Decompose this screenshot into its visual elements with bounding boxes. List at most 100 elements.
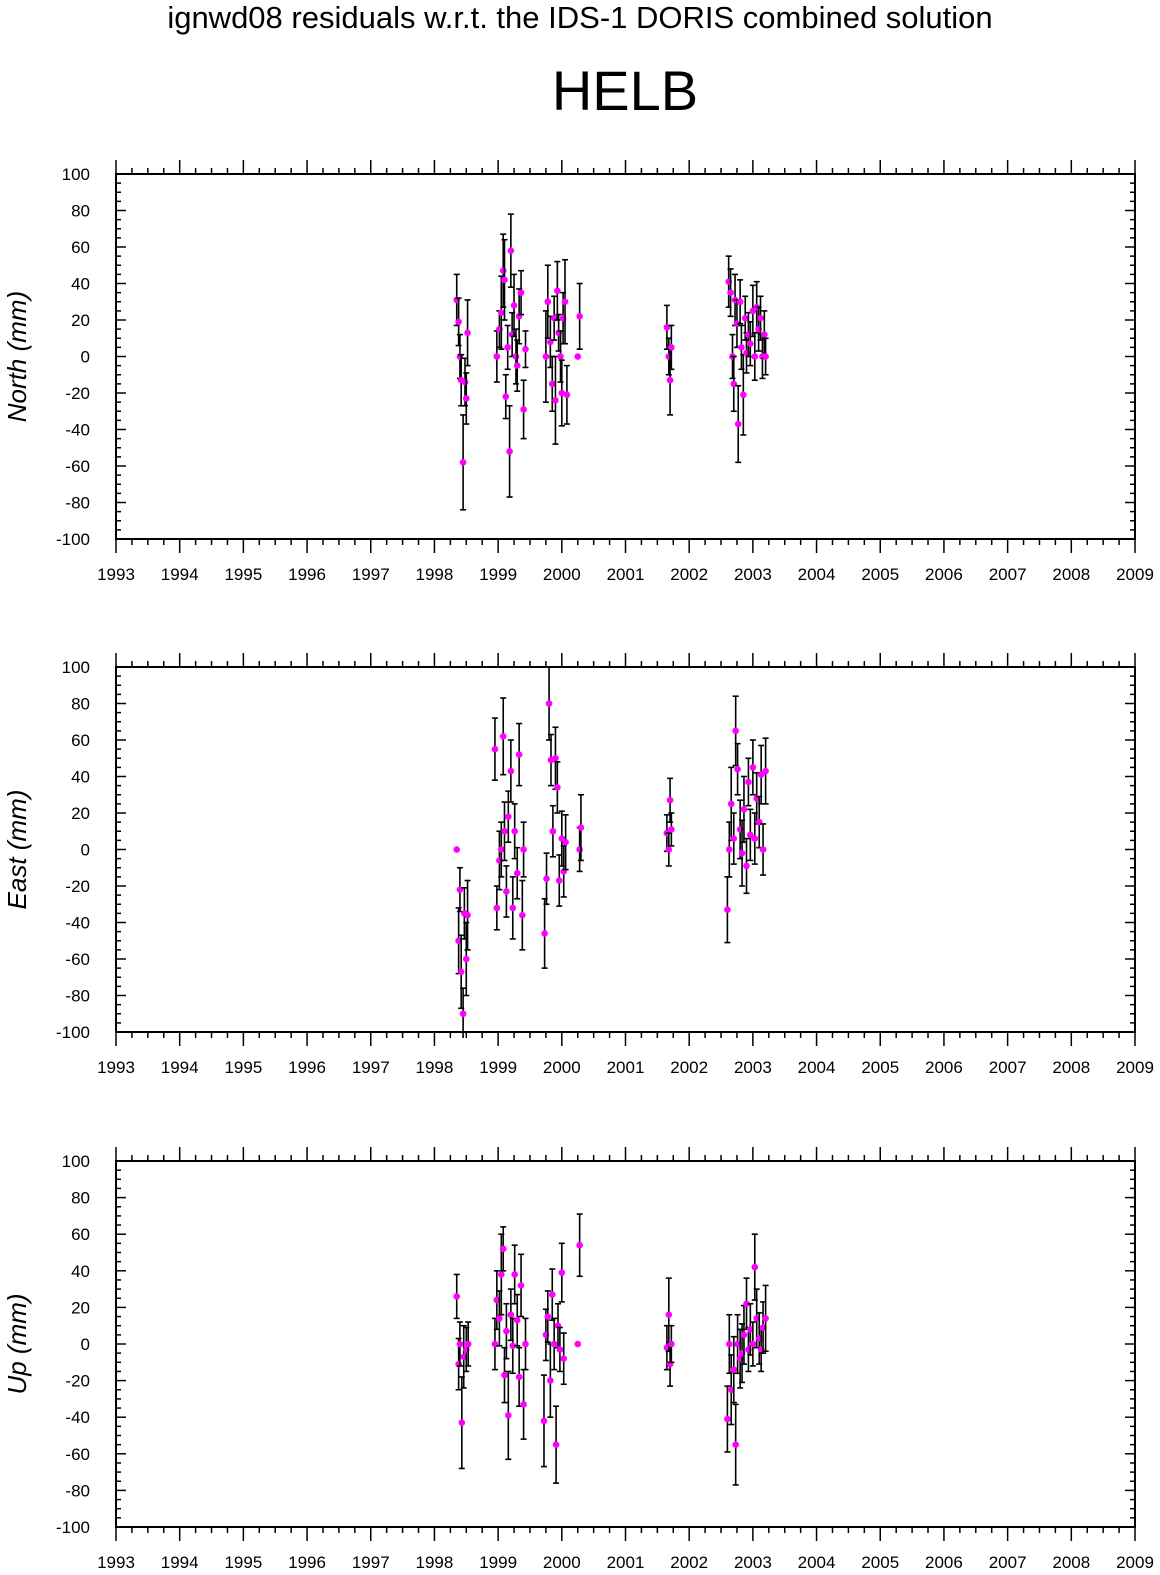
data-point [554,287,561,295]
data-point [562,838,569,846]
data-point [513,1316,521,1324]
data-point [544,1313,552,1320]
east-y-tick-label: -20 [65,877,90,896]
up-y-tick-label: 80 [71,1189,90,1208]
up-x-tick-label: 2005 [861,1553,899,1572]
east-x-tick-label: 2008 [1052,1058,1090,1077]
data-point [522,1340,529,1348]
data-point [740,391,747,399]
east-y-tick-label: 40 [71,768,90,787]
data-point [727,289,734,296]
data-point [520,846,527,853]
east-y-tick-label: -100 [56,1023,90,1042]
data-point [751,353,759,360]
up-x-tick-label: 1994 [161,1553,199,1572]
east-x-tick-label: 2001 [607,1058,645,1077]
up-x-tick-label: 1999 [479,1553,517,1572]
north-x-tick-label: 1997 [352,565,390,584]
north-y-tick-label: 0 [81,348,90,367]
data-point [738,849,746,857]
data-point [515,1373,523,1381]
north-plot-frame [115,173,1136,540]
data-point [499,733,507,740]
data-point [506,448,513,455]
east-y-tick-label: -40 [65,914,90,933]
data-point [576,846,583,853]
data-point [501,276,508,284]
data-point [727,800,735,808]
north-x-tick-label: 2003 [734,565,772,584]
data-point [545,700,553,707]
up-x-tick-label: 1995 [224,1553,262,1572]
north-y-tick-label: -60 [65,457,90,476]
data-point [462,395,470,402]
data-point [749,1340,757,1348]
data-point [740,1331,748,1339]
data-point [558,1269,566,1276]
east-x-tick-label: 2005 [861,1058,899,1077]
data-point [668,826,675,833]
data-point [458,1419,466,1426]
data-point [513,869,521,877]
data-point [542,353,550,360]
data-point [732,1441,739,1448]
up-y-axis-label: Up (mm) [2,1293,32,1394]
data-point [552,397,559,404]
east-x-tick-label: 1996 [288,1058,326,1077]
data-point [734,765,741,773]
data-point [491,745,499,753]
data-point [574,1340,582,1348]
north-y-tick-label: 40 [71,275,90,294]
data-point [762,767,769,775]
data-point [759,846,767,853]
north-y-tick-label: 20 [71,311,90,330]
data-point [738,344,745,351]
data-point [753,1315,760,1322]
data-point [520,1401,527,1408]
data-point [734,1340,741,1348]
east-plot-frame [115,666,1136,1033]
data-point [552,754,559,762]
data-point [749,764,757,771]
east-y-axis-label: East (mm) [2,790,32,910]
north-x-tick-label: 2000 [543,565,581,584]
up-y-tick-label: 0 [81,1335,90,1354]
north-x-tick-label: 2001 [607,565,645,584]
data-point [761,331,768,338]
east-x-tick-label: 1994 [161,1058,199,1077]
data-point [499,267,507,275]
up-x-tick-label: 1996 [288,1553,326,1572]
up-x-tick-label: 2001 [607,1553,645,1572]
data-point [557,353,564,360]
data-point [501,1371,508,1379]
data-point [493,1296,501,1304]
data-point [563,391,571,399]
data-point [509,904,517,912]
north-y-tick-label: -80 [65,494,90,513]
data-point [727,1386,735,1394]
data-point [736,298,744,306]
up-data-points [453,1213,769,1486]
data-point [512,353,520,360]
data-point [743,862,750,870]
data-point [455,318,462,326]
data-point [747,340,754,348]
up-x-tick-label: 2008 [1052,1553,1090,1572]
data-point [577,824,585,831]
data-point [556,1346,564,1353]
data-point [496,1315,503,1322]
north-x-tick-label: 1996 [288,565,326,584]
up-y-tick-label: 20 [71,1298,90,1317]
data-point [456,1340,464,1348]
data-point [499,1245,507,1253]
data-point [519,911,526,919]
east-y-tick-label: 0 [81,841,90,860]
east-y-tick-label: 80 [71,695,90,714]
up-plot-frame [115,1160,1136,1528]
data-point [549,827,557,835]
north-y-tick-label: -20 [65,384,90,403]
east-data-points [453,666,769,1038]
data-point [498,1271,505,1278]
data-point [503,888,510,895]
data-point [505,813,512,820]
